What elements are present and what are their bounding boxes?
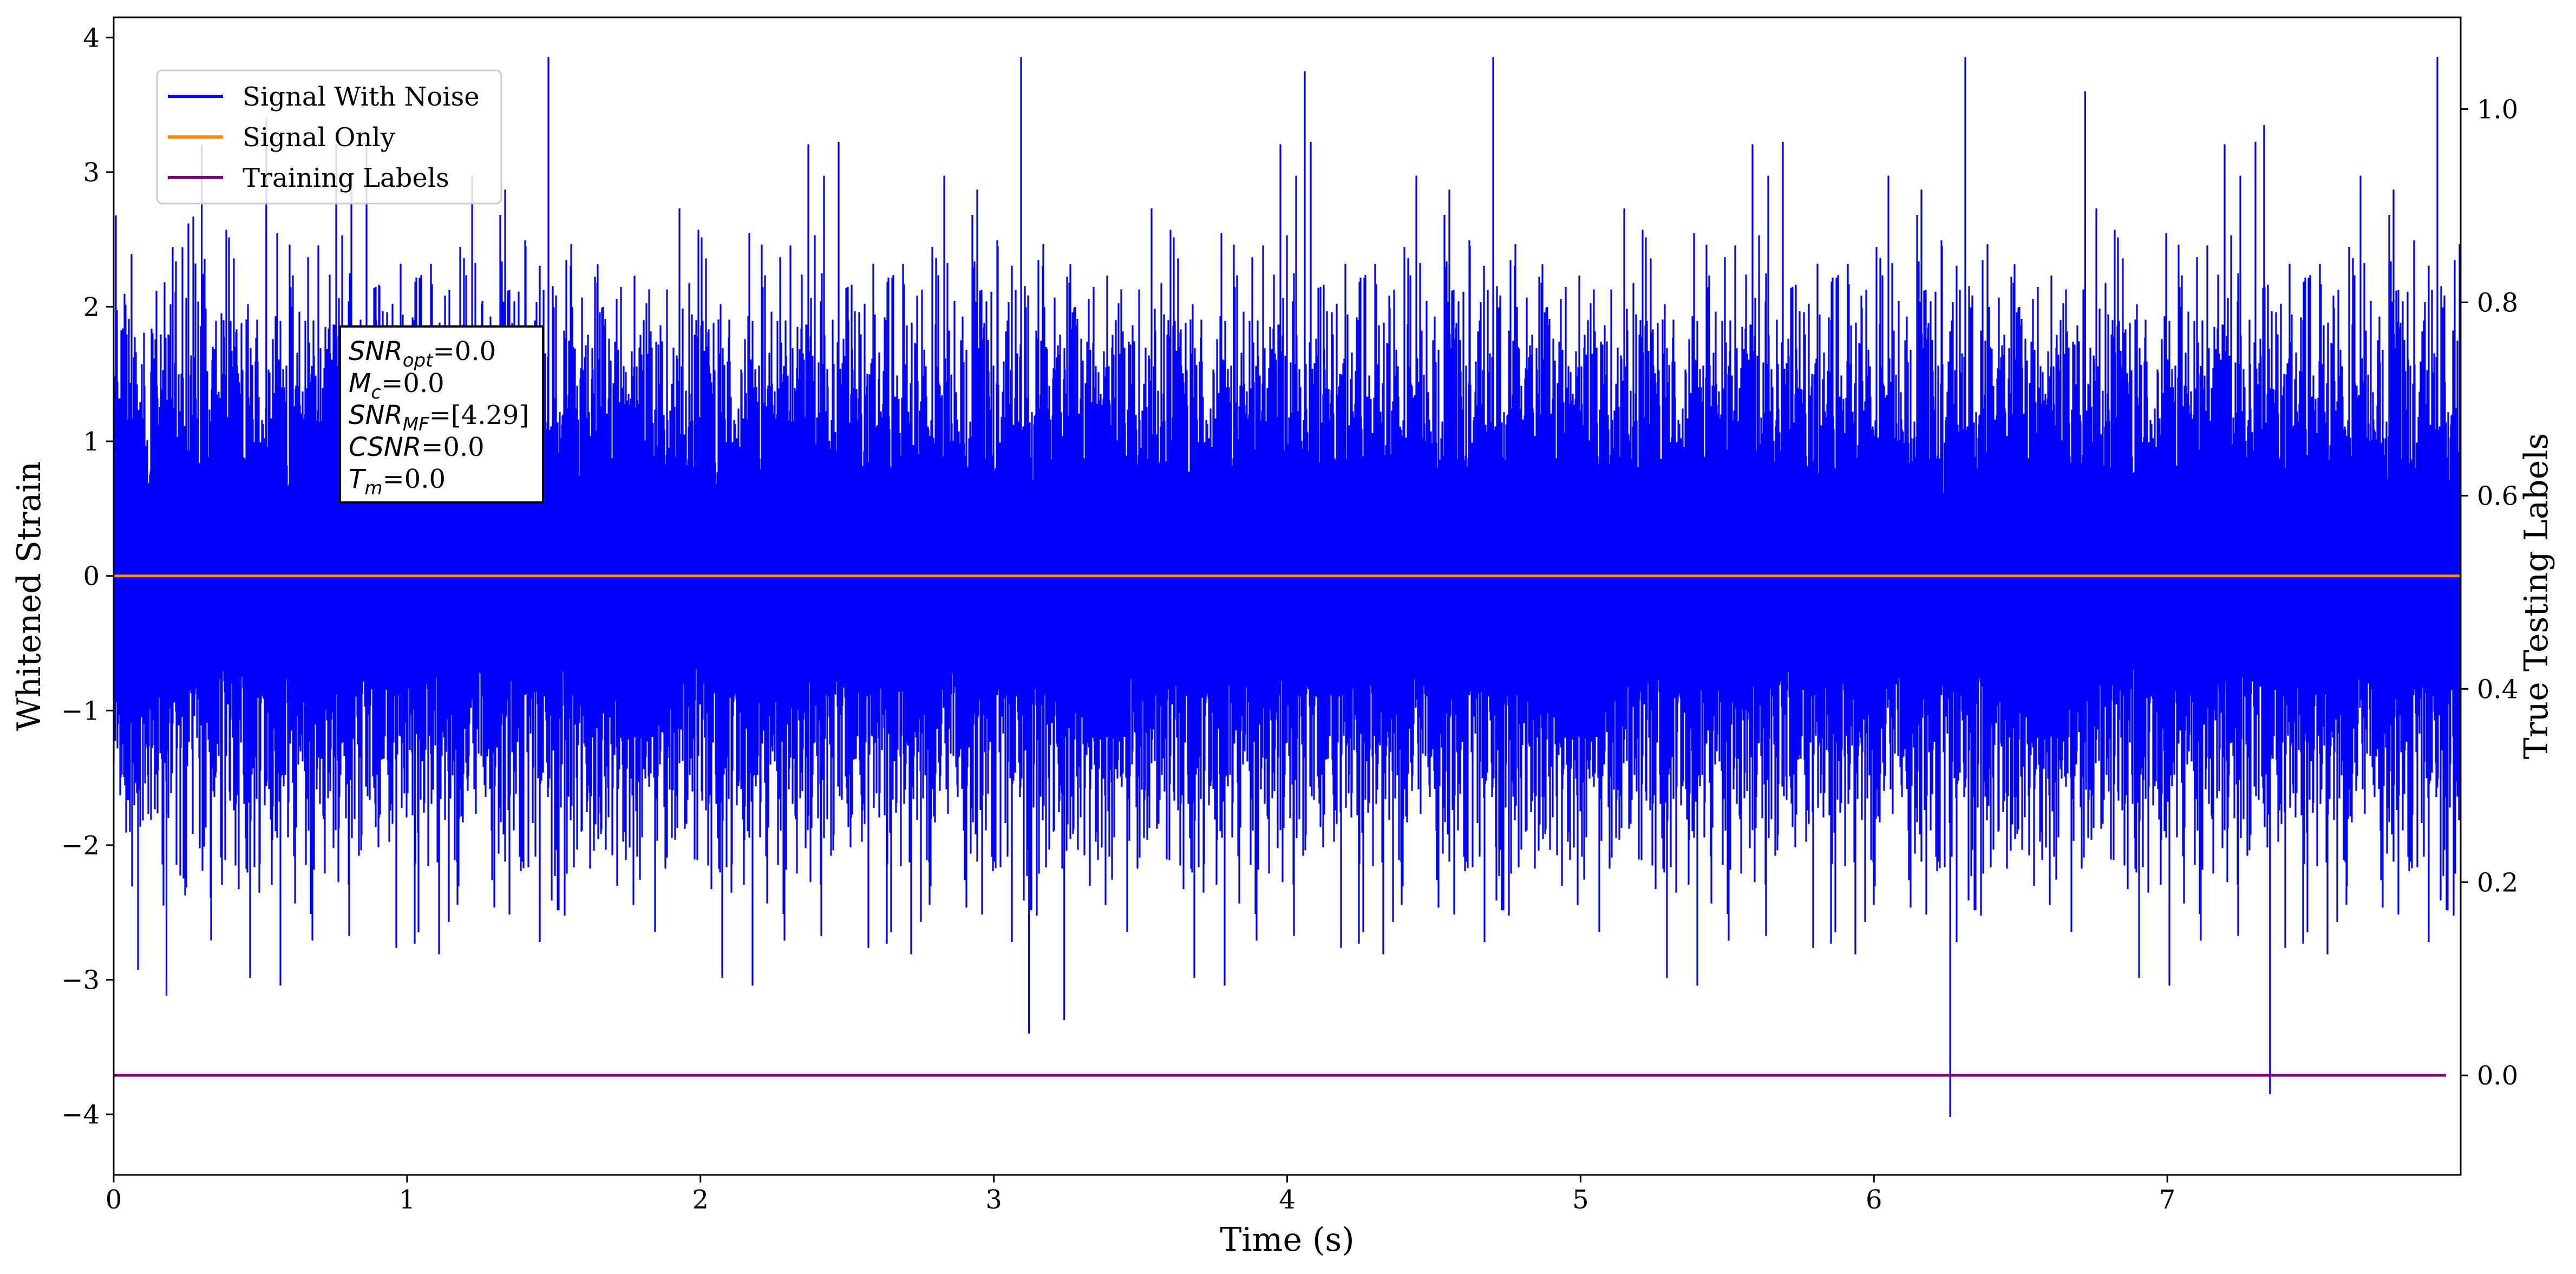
- y-tick-label: 0: [83, 561, 100, 592]
- x-tick-label: 6: [1866, 1185, 1882, 1215]
- x-tick-label: 3: [985, 1185, 1002, 1215]
- annotation-line: Mc=0.0: [349, 368, 444, 403]
- y-tick-label: 4: [83, 23, 100, 53]
- y-tick-label: −4: [61, 1100, 100, 1130]
- annotation-box: [339, 325, 544, 504]
- annotation-line: SNRopt=0.0: [349, 336, 496, 371]
- x-tick-label: 2: [692, 1185, 709, 1215]
- y-axis-title: Whitened Strain: [10, 461, 48, 731]
- x-tick-label: 5: [1572, 1185, 1589, 1215]
- legend-label: Signal Only: [243, 122, 395, 153]
- y-right-axis-title: True Testing Labels: [2518, 433, 2555, 760]
- y-tick-label: −1: [61, 696, 100, 726]
- y-right-tick-label: 0.0: [2477, 1061, 2518, 1091]
- y-right-tick-label: 0.2: [2477, 867, 2518, 898]
- y-right-tick-label: 0.4: [2477, 674, 2518, 704]
- annotation-line: SNRMF=[4.29]: [349, 400, 529, 435]
- annotation-line: Tm=0.0: [349, 464, 446, 499]
- annotation-line: CSNR=0.0: [349, 432, 485, 462]
- x-axis-title: Time (s): [1220, 1221, 1354, 1259]
- x-tick-label: 7: [2159, 1185, 2176, 1215]
- y-right-tick-label: 0.8: [2477, 288, 2518, 318]
- x-tick-label: 1: [399, 1185, 416, 1215]
- y-tick-label: −3: [61, 965, 100, 996]
- x-tick-label: 4: [1279, 1185, 1296, 1215]
- y-tick-label: −2: [61, 831, 100, 861]
- y-tick-label: 2: [83, 292, 100, 323]
- y-right-tick-label: 0.6: [2477, 481, 2518, 511]
- x-tick-label: 0: [106, 1185, 122, 1215]
- legend-label: Training Labels: [243, 163, 449, 193]
- y-tick-label: 1: [83, 427, 100, 457]
- legend-label: Signal With Noise: [243, 82, 480, 112]
- y-tick-label: 3: [83, 158, 100, 188]
- y-right-tick-label: 1.0: [2477, 95, 2518, 125]
- legend-box: [156, 69, 502, 205]
